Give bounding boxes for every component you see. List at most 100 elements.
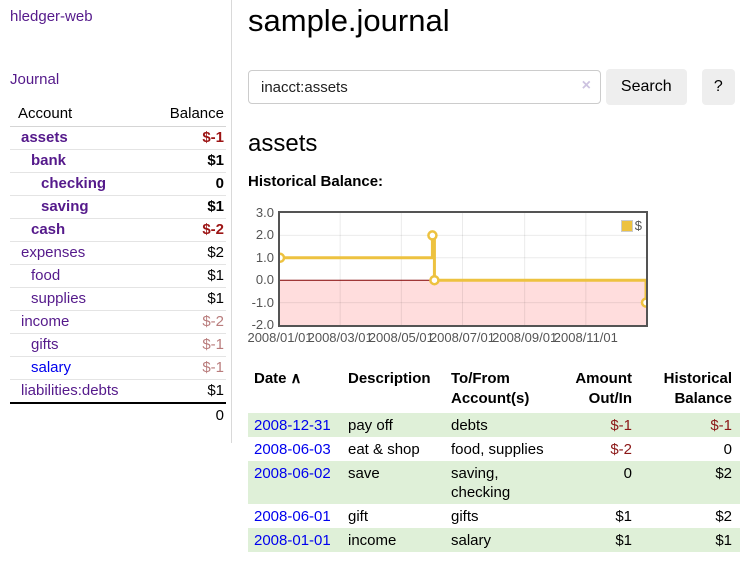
account-link[interactable]: assets: [21, 129, 68, 146]
legend-swatch-icon: [620, 219, 633, 232]
account-link[interactable]: saving: [41, 198, 89, 215]
accounts-total: 0: [10, 402, 226, 427]
account-link[interactable]: gifts: [31, 336, 59, 353]
y-axis-label: -1.0: [251, 294, 274, 310]
chart-label: Historical Balance:: [248, 173, 384, 190]
transaction-accounts: salary: [451, 531, 492, 549]
account-balance: 0: [215, 175, 224, 192]
sidebar-nav: Journal: [10, 71, 231, 88]
x-axis-label: 2008/05/01: [368, 330, 434, 345]
account-link[interactable]: cash: [31, 221, 66, 238]
account-link[interactable]: salary: [31, 359, 72, 376]
account-balance: $-1: [202, 336, 224, 353]
account-balance: $-2: [202, 313, 224, 330]
account-link[interactable]: checking: [41, 175, 107, 192]
main-content: sample.journal × Search ? assets Histori…: [232, 0, 741, 552]
account-balance: $1: [207, 267, 224, 284]
account-balance: $-2: [202, 221, 224, 238]
legend-label: $: [634, 218, 642, 233]
x-axis-label: 2008/11/01: [553, 330, 618, 345]
sidebar-item-journal[interactable]: Journal: [10, 71, 60, 88]
account-row: food $1: [10, 265, 226, 288]
accounts-header-balance: Balance: [169, 105, 224, 122]
register-header-row: Date ∧ Description To/From Account(s) Amo…: [248, 367, 740, 413]
register-header-balance: Historical Balance: [663, 370, 732, 407]
y-axis-label: 1.0: [255, 249, 274, 265]
transaction-balance: $2: [715, 507, 732, 525]
transaction-amount: $1: [615, 507, 632, 525]
transaction-date-link[interactable]: 2008-12-31: [254, 416, 331, 434]
account-row: income $-2: [10, 311, 226, 334]
table-row: 2008-06-02 save saving, checking 0 $2: [248, 461, 740, 504]
account-link[interactable]: liabilities:debts: [21, 382, 119, 399]
transaction-balance: $-1: [710, 416, 732, 434]
account-row: gifts $-1: [10, 334, 226, 357]
transaction-accounts: gifts: [451, 507, 479, 525]
register-header-accounts: To/From Account(s): [451, 370, 530, 407]
table-row: 2008-06-03 eat & shop food, supplies $-2 0: [248, 437, 740, 461]
transaction-date-link[interactable]: 2008-06-01: [254, 507, 331, 525]
account-row: liabilities:debts $1: [10, 380, 226, 402]
account-row: assets $-1: [10, 127, 226, 150]
transaction-accounts: food, supplies: [451, 440, 544, 458]
transaction-date-link[interactable]: 2008-06-03: [254, 440, 331, 458]
account-link[interactable]: income: [21, 313, 70, 330]
transaction-balance: $2: [715, 464, 732, 482]
help-button[interactable]: ?: [701, 69, 735, 105]
account-balance: $2: [207, 244, 224, 261]
transaction-amount: 0: [623, 464, 632, 482]
account-row: cash $-2: [10, 219, 226, 242]
account-row: bank $1: [10, 150, 226, 173]
transaction-description: eat & shop: [348, 440, 420, 458]
x-axis-label: 2008/03/01: [307, 330, 373, 345]
register-header-description: Description: [348, 370, 431, 387]
x-axis-label: 2008/09/01: [492, 330, 558, 345]
search-box: ×: [248, 70, 601, 104]
accounts-list: assets $-1 bank $1 checking 0 saving $1 cash $-2 e…: [10, 127, 226, 402]
account-row: supplies $1: [10, 288, 226, 311]
x-axis-label: 2008/07/01: [429, 330, 496, 345]
transaction-description: income: [348, 531, 397, 549]
table-row: 2008-06-01 gift gifts $1 $2: [248, 504, 740, 528]
search-button[interactable]: Search: [605, 69, 687, 105]
account-link[interactable]: food: [31, 267, 61, 284]
transaction-date-link[interactable]: 2008-06-02: [254, 464, 331, 482]
account-link[interactable]: expenses: [21, 244, 86, 261]
accounts-header-account: Account: [18, 105, 73, 122]
x-axis-label: 2008/01/01: [247, 330, 313, 345]
account-balance: $1: [207, 198, 224, 215]
table-row: 2008-12-31 pay off debts $-1 $-1: [248, 413, 740, 437]
account-row: saving $1: [10, 196, 226, 219]
y-axis-label: 0.0: [255, 272, 274, 288]
transaction-balance: 0: [723, 440, 732, 458]
account-balance: $-1: [202, 359, 224, 376]
search-input[interactable]: [248, 70, 601, 104]
app-layout: hledger-web Journal Account Balance asse…: [0, 0, 741, 552]
chart-legend: $: [619, 217, 643, 234]
account-balance: $1: [207, 152, 224, 169]
sort-asc-icon: ∧: [290, 370, 302, 387]
transaction-date-link[interactable]: 2008-01-01: [254, 531, 331, 549]
clear-search-icon[interactable]: ×: [581, 77, 591, 94]
sidebar: hledger-web Journal Account Balance asse…: [0, 0, 232, 443]
page-title: sample.journal: [248, 3, 450, 38]
y-axis-label: -2.0: [251, 317, 274, 332]
account-balance: $1: [207, 290, 224, 307]
account-link[interactable]: bank: [31, 152, 67, 169]
balance-chart-svg: [280, 213, 646, 325]
transaction-description: gift: [348, 507, 369, 525]
transaction-amount: $1: [615, 531, 632, 549]
balance-chart-plot[interactable]: $: [278, 211, 648, 327]
brand-link[interactable]: hledger-web: [10, 8, 93, 25]
transaction-accounts: saving, checking: [451, 464, 511, 501]
account-link[interactable]: supplies: [31, 290, 87, 307]
register-table: Date ∧ Description To/From Account(s) Amo…: [248, 367, 740, 552]
y-axis-label: 3.0: [255, 205, 274, 220]
accounts-panel: Account Balance assets $-1 bank $1 checking 0…: [10, 102, 226, 427]
transaction-amount: $-2: [610, 440, 632, 458]
account-balance: $-1: [202, 129, 224, 146]
accounts-header: Account Balance: [10, 102, 226, 127]
balance-chart: $ 3.0 2.0 1.0 0.0 -1.0 -2.0 2008/01/01 2008/03/…: [247, 205, 735, 349]
transaction-description: save: [348, 464, 380, 482]
transaction-accounts: debts: [451, 416, 488, 434]
